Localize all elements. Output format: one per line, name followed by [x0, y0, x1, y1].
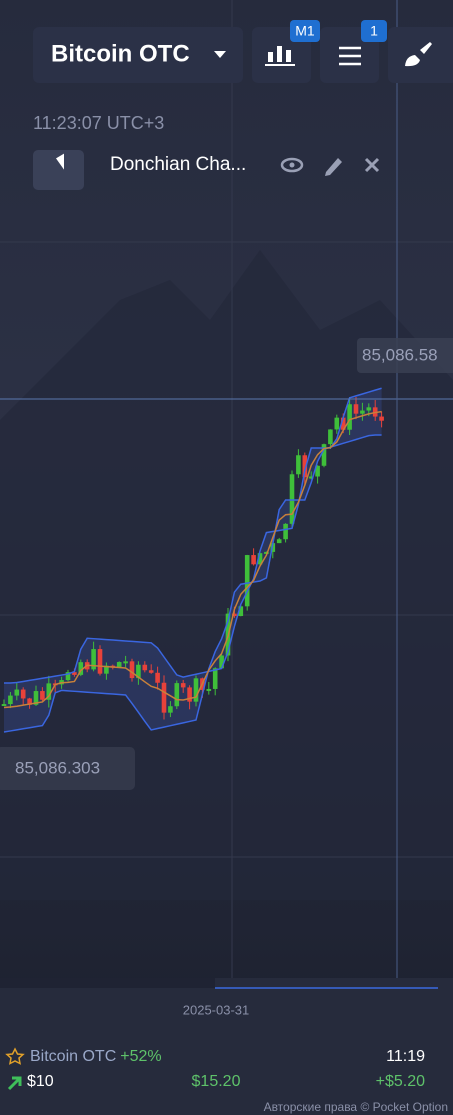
candle [251, 555, 256, 565]
candle [232, 613, 237, 617]
drawing-button[interactable] [388, 27, 453, 83]
badge-text: 1 [370, 23, 378, 39]
candle [97, 649, 103, 674]
candle [46, 683, 52, 700]
eye-pupil [289, 162, 295, 168]
trade-asset-line: Bitcoin OTC +52% [30, 1048, 162, 1065]
caret [214, 51, 226, 58]
sliders-icon [339, 46, 361, 66]
star-icon[interactable] [5, 1047, 25, 1065]
candle [296, 455, 301, 475]
asset-button[interactable] [33, 27, 243, 83]
candle [353, 404, 359, 414]
candle [366, 407, 372, 411]
candle [8, 695, 13, 705]
close-icon[interactable] [364, 157, 380, 173]
donchian-middle [3, 410, 382, 709]
indicator-name: Donchian Cha... [110, 154, 246, 175]
candle [328, 429, 333, 445]
mountain [0, 250, 453, 900]
trade-asset: Bitcoin OTC [30, 1048, 116, 1065]
candle [219, 655, 224, 669]
candle [104, 665, 109, 674]
candle [315, 465, 320, 477]
candle [302, 455, 308, 478]
badge-text: M1 [295, 23, 315, 39]
candle [283, 523, 288, 540]
candle [193, 678, 199, 702]
donchian-band [4, 388, 382, 732]
stake: $10 [27, 1073, 54, 1090]
badge [290, 20, 320, 42]
candle [20, 689, 26, 699]
candle [1, 704, 7, 707]
cursor-price: 85,086.303 [15, 758, 100, 777]
donchian-lower [3, 434, 382, 733]
cursor-price-box [0, 747, 135, 790]
candle [180, 683, 186, 688]
candle [379, 416, 384, 421]
candle [212, 668, 218, 689]
candle [33, 691, 39, 705]
candle [142, 664, 148, 671]
candle [244, 555, 250, 607]
candle [257, 553, 263, 565]
candle [264, 551, 269, 554]
candle [72, 672, 77, 675]
price-label-box [357, 338, 453, 373]
candle [123, 661, 128, 664]
payout: +52% [120, 1048, 161, 1065]
candle [308, 476, 314, 479]
date: 2025-03-31 [183, 1002, 250, 1017]
candle [155, 672, 160, 683]
candle [136, 664, 141, 679]
candle [161, 682, 167, 713]
return: $15.20 [192, 1073, 241, 1090]
bottom-panel [0, 978, 453, 1115]
current-price: 85,086.58 [362, 345, 438, 364]
candle [91, 649, 96, 670]
candle [321, 444, 327, 466]
candle [276, 539, 282, 544]
trade-time: 11:19 [386, 1048, 425, 1065]
brush-icon [405, 42, 432, 67]
candle [289, 474, 295, 524]
candle [65, 672, 71, 681]
candles [1, 387, 384, 733]
candle [187, 687, 192, 702]
donchian-upper [4, 387, 382, 684]
candle [116, 662, 122, 668]
candle [174, 683, 180, 707]
badge [361, 20, 387, 42]
clock: 11:23:07 UTC+3 [33, 113, 164, 133]
candle [148, 670, 154, 673]
candle [340, 417, 346, 430]
copyright: Авторские права © Pocket Option [264, 1100, 448, 1114]
profit: +$5.20 [376, 1073, 425, 1090]
candle [168, 706, 173, 713]
candle-icon [265, 46, 295, 66]
candle [360, 410, 365, 414]
candle [27, 698, 32, 705]
candle [334, 417, 340, 430]
back-button[interactable] [33, 150, 84, 190]
asset-name: Bitcoin OTC [51, 40, 190, 67]
candle [14, 689, 20, 696]
candle [78, 662, 84, 675]
candle [129, 661, 135, 679]
candle [40, 691, 45, 700]
candle [347, 404, 352, 430]
up-arrow [7, 1076, 22, 1091]
candle [206, 688, 212, 691]
timeline [0, 978, 215, 988]
eye-icon[interactable] [280, 157, 304, 173]
back-arrow [56, 153, 64, 170]
edit-icon[interactable] [325, 158, 342, 176]
candle [238, 606, 244, 617]
